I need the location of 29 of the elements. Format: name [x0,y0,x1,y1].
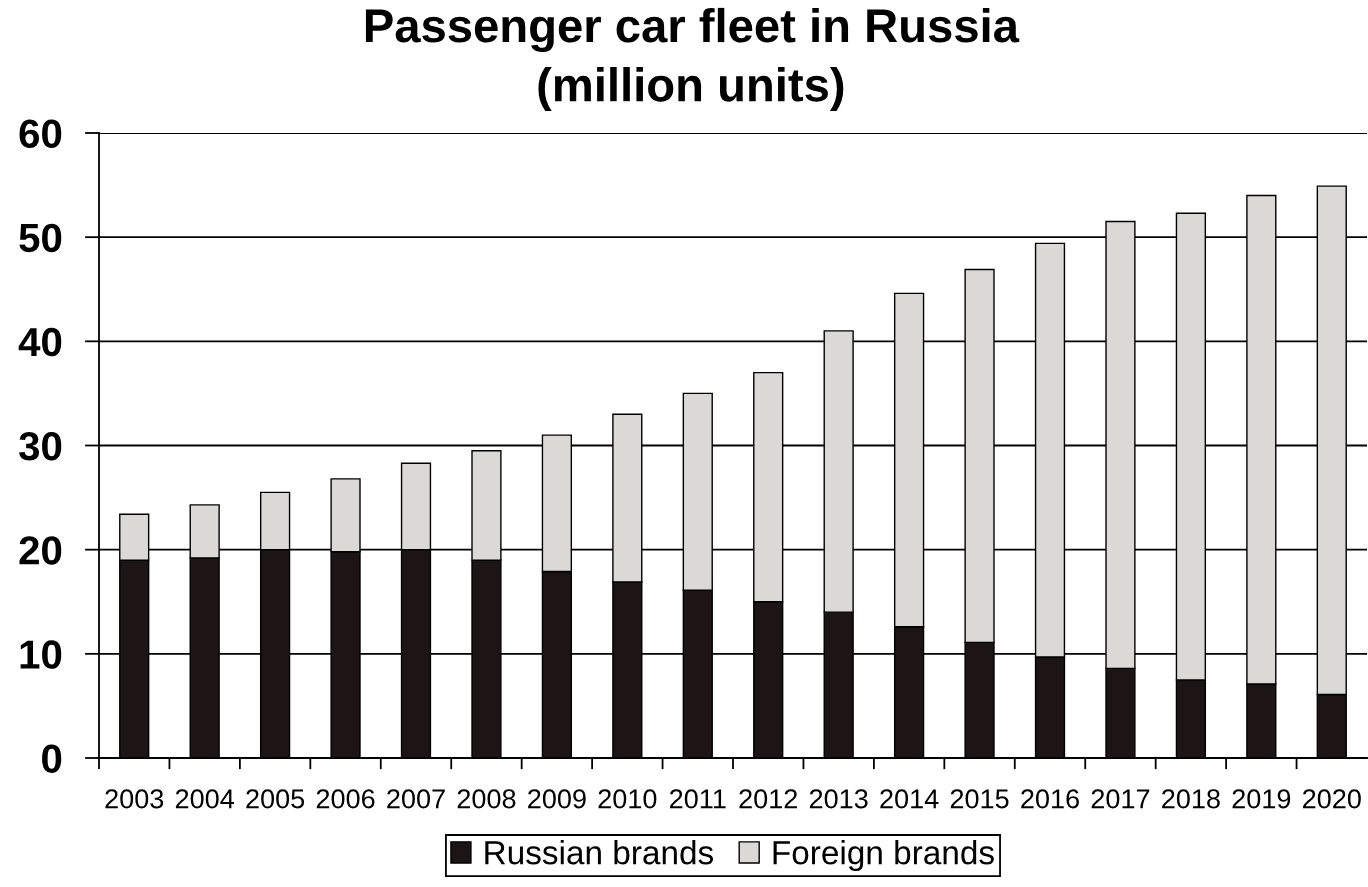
y-tick-label: 40 [18,327,62,357]
legend-label: Foreign brands [773,840,994,872]
chart-title: Passenger car fleet in Russia [365,7,1020,53]
x-tick-label: 2014 [880,789,939,809]
x-tick-label: 2003 [105,789,164,809]
y-tick-label: 50 [19,223,62,253]
x-tick-label: 2012 [739,789,797,809]
x-tick-label: 2016 [1021,789,1079,809]
y-tick-label: 10 [20,640,62,669]
x-tick-label: 2020 [1303,789,1361,809]
x-tick-label: 2010 [598,789,657,809]
x-tick-label: 2008 [457,789,516,809]
x-tick-label: 2009 [528,789,586,809]
x-tick-label: 2013 [809,789,868,809]
chart-subtitle: (million units) [538,66,844,112]
x-tick-label: 2011 [670,789,726,809]
x-tick-label: 2004 [175,789,234,809]
x-tick-label: 2015 [950,789,1009,809]
y-tick-label: 60 [19,119,62,148]
x-tick-label: 2019 [1232,789,1291,809]
y-tick-label: 0 [42,744,62,773]
x-tick-label: 2006 [316,789,375,809]
y-tick-label: 20 [19,536,62,565]
x-tick-label: 2017 [1091,789,1150,809]
x-tick-label: 2007 [387,789,445,809]
x-tick-label: 2018 [1162,789,1220,809]
x-tick-label: 2005 [246,789,305,809]
legend-label: Russian brands [485,840,713,865]
y-tick-label: 30 [19,431,62,461]
